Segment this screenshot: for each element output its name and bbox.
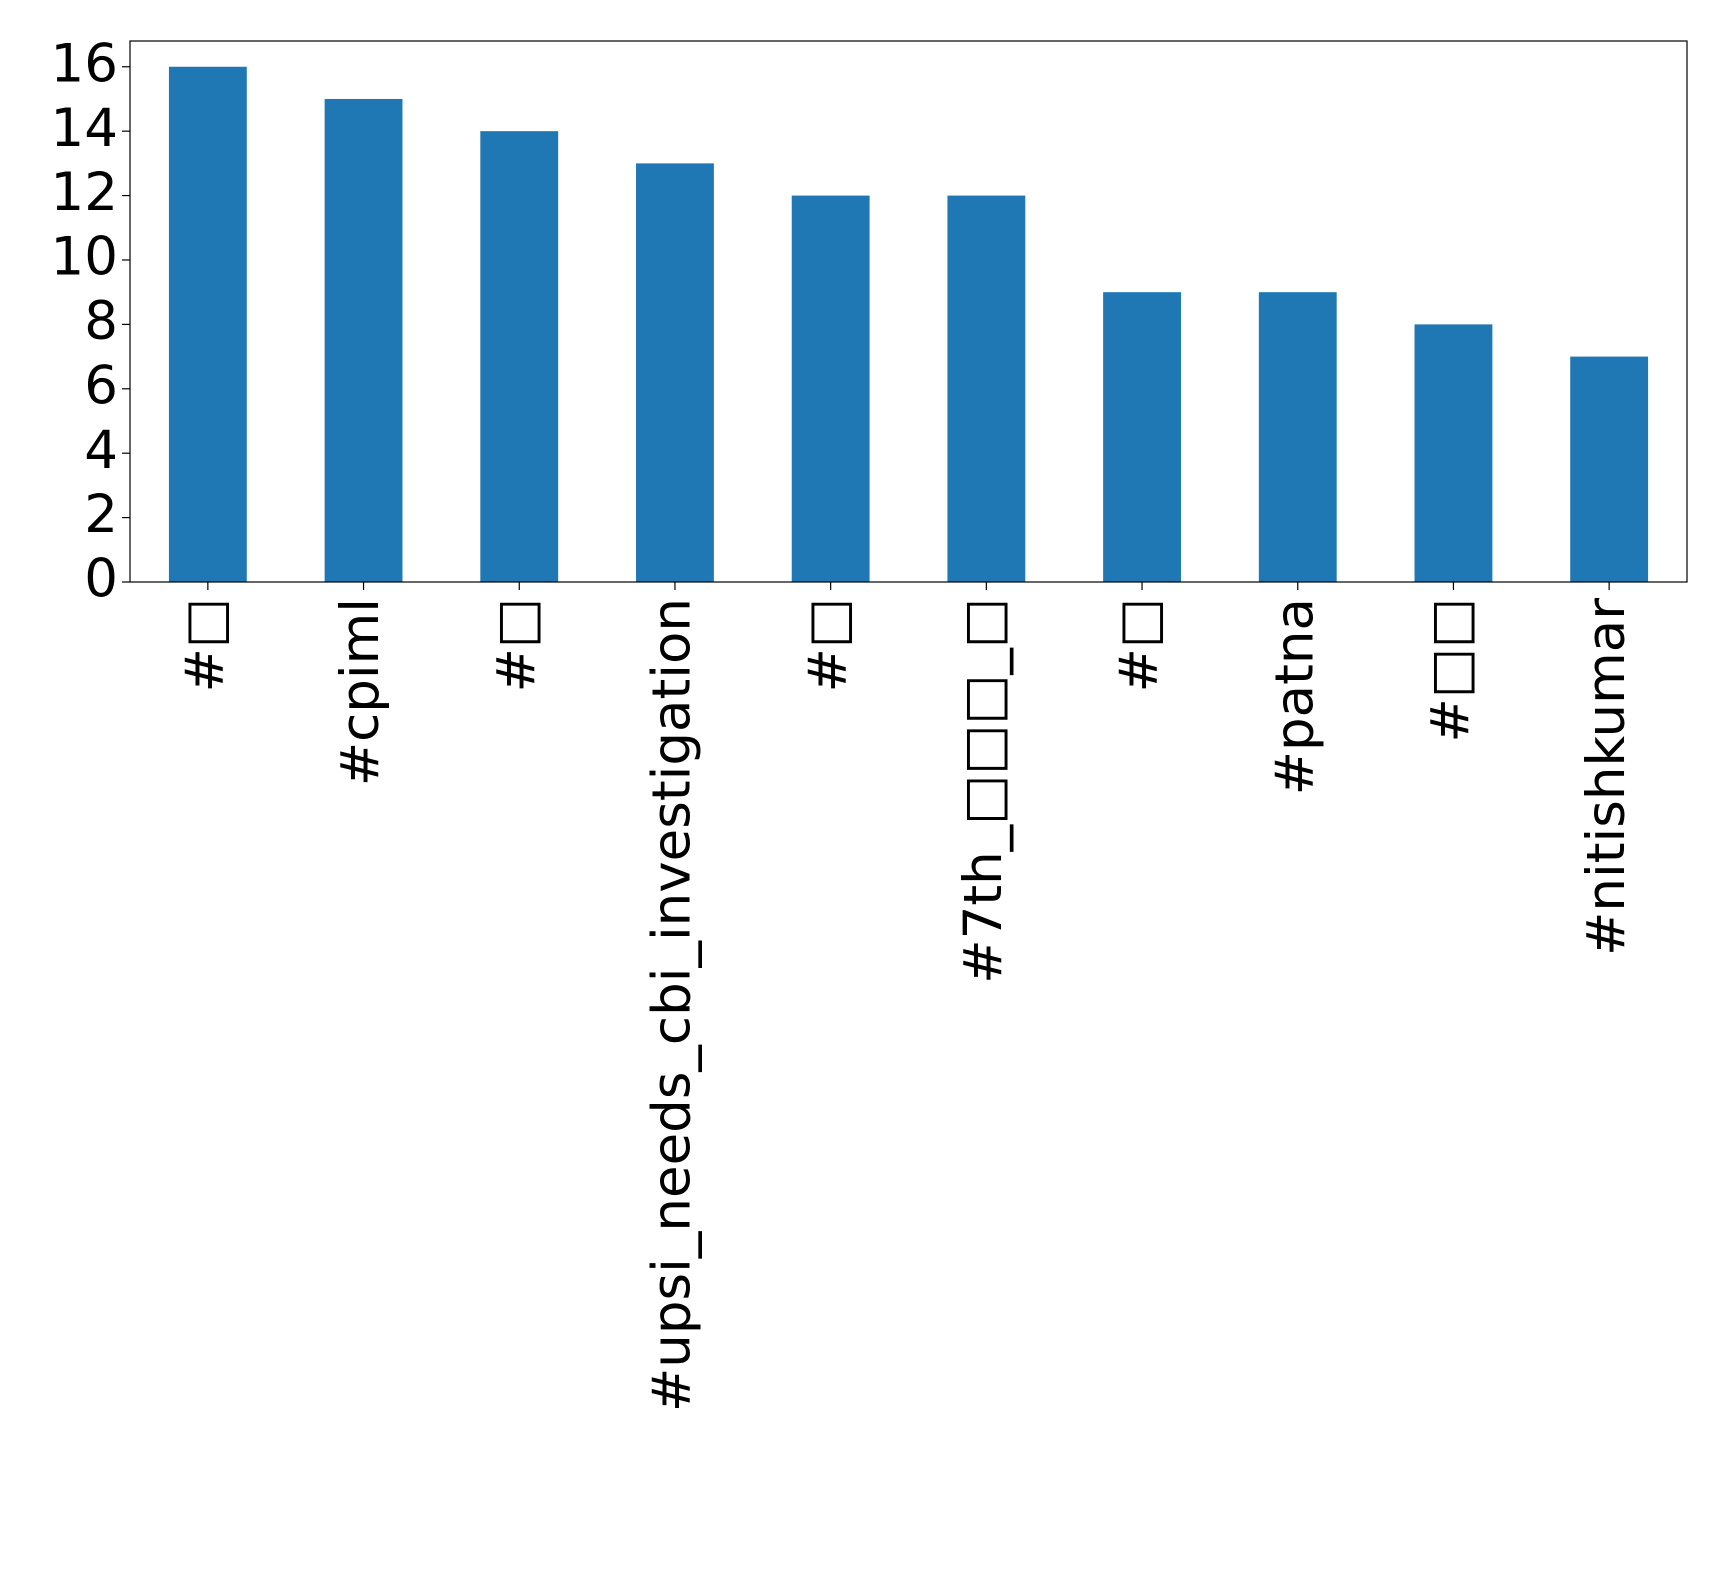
bar bbox=[1103, 292, 1181, 582]
y-tick-label: 4 bbox=[84, 420, 118, 481]
x-tick-label: #□□ bbox=[1420, 598, 1481, 743]
x-tick-label: #upsi_needs_cbi_investigation bbox=[642, 598, 703, 1412]
bar bbox=[636, 163, 714, 582]
y-tick-label: 14 bbox=[51, 98, 118, 159]
x-tick-label: #nitishkumar bbox=[1576, 598, 1637, 956]
bar bbox=[480, 131, 559, 582]
x-tick-label: #□ bbox=[797, 598, 858, 692]
y-tick-label: 16 bbox=[51, 33, 118, 94]
y-tick-label: 0 bbox=[84, 549, 118, 610]
x-tick-label: #□ bbox=[174, 598, 235, 692]
plot-frame bbox=[129, 40, 1688, 583]
y-tick-label: 10 bbox=[51, 227, 118, 288]
y-tick-label: 8 bbox=[84, 291, 118, 352]
y-tick-label: 2 bbox=[84, 484, 118, 545]
x-tick-label: #cpiml bbox=[330, 598, 391, 786]
x-tick-label: #7th_□□□_□ bbox=[953, 598, 1014, 984]
bar bbox=[168, 66, 247, 582]
bar bbox=[1414, 324, 1493, 582]
bar bbox=[1570, 356, 1649, 582]
y-tick-label: 6 bbox=[84, 355, 118, 416]
y-tick-label: 12 bbox=[51, 162, 118, 223]
bar bbox=[1258, 292, 1337, 582]
bar bbox=[791, 195, 870, 583]
x-tick-label: #□ bbox=[486, 598, 547, 692]
x-tick-label: #□ bbox=[1109, 598, 1170, 692]
bar bbox=[324, 98, 403, 582]
x-tick-label: #patna bbox=[1264, 598, 1325, 795]
bar bbox=[947, 195, 1026, 583]
